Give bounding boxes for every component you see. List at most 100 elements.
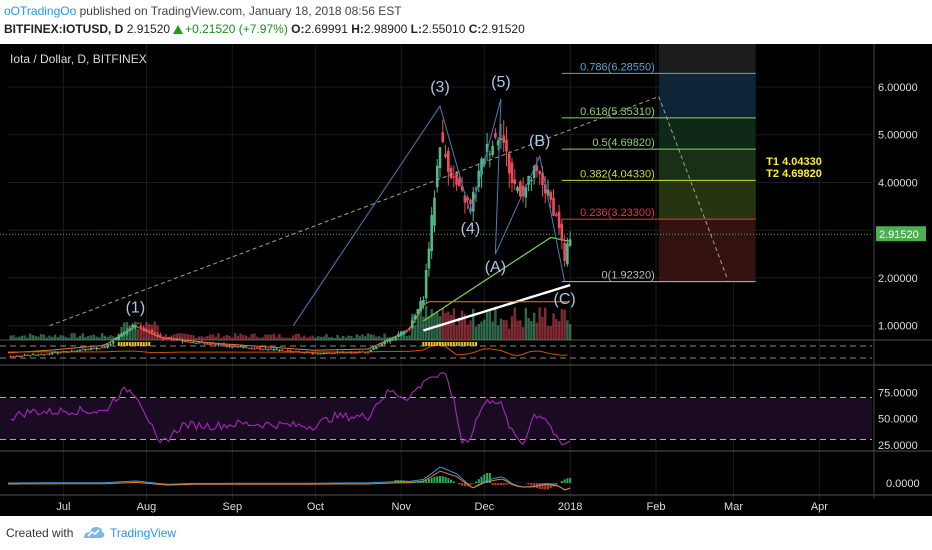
symbol-label[interactable]: BITFINEX:IOTUSD, D bbox=[4, 22, 124, 36]
volume-bar bbox=[81, 333, 84, 340]
volume-bar bbox=[447, 311, 450, 340]
close-value: 2.91520 bbox=[481, 22, 525, 36]
candle-body bbox=[26, 354, 29, 356]
candle-body bbox=[23, 354, 26, 356]
volume-bar bbox=[40, 334, 43, 340]
macd-histogram-bar bbox=[469, 483, 472, 486]
candle-body bbox=[530, 179, 533, 182]
macd-signal-line bbox=[7, 470, 571, 491]
volume-bar bbox=[136, 329, 140, 340]
volume-bar bbox=[84, 337, 87, 340]
fib-level-label: 0.786(6.28550) bbox=[580, 61, 655, 73]
volume-bar bbox=[380, 337, 384, 340]
strip-indicator-mark bbox=[148, 342, 151, 346]
volume-bar bbox=[508, 328, 511, 340]
strip-indicator-mark bbox=[447, 342, 450, 346]
candle-body bbox=[153, 332, 157, 334]
candle-body bbox=[352, 352, 356, 354]
strip-indicator-mark bbox=[120, 342, 123, 346]
fib-zone bbox=[658, 180, 756, 220]
candle-body bbox=[319, 353, 323, 355]
candle-body bbox=[228, 345, 231, 347]
volume-bar bbox=[358, 335, 361, 340]
volume-bar bbox=[261, 337, 264, 340]
volume-bar bbox=[214, 336, 217, 340]
price-tick-label: 1.00000 bbox=[878, 321, 918, 333]
candle-body bbox=[120, 333, 123, 337]
candle-body bbox=[70, 350, 73, 352]
strip-indicator-mark bbox=[117, 342, 120, 346]
candle-body bbox=[267, 349, 270, 351]
price-change: +0.21520 (+7.97%) bbox=[185, 22, 288, 36]
candle-body bbox=[549, 192, 553, 200]
time-tick-label: Apr bbox=[811, 501, 828, 513]
annotations[interactable]: (1) (3) (4) (5) (A) (B) (C) bbox=[49, 74, 729, 327]
candle-body bbox=[183, 340, 187, 342]
author-link[interactable]: oOTradingOo bbox=[4, 4, 77, 18]
low-value: 2.55010 bbox=[421, 22, 466, 36]
rsi-tick-label: 50.0000 bbox=[878, 414, 918, 426]
fibonacci-retracement[interactable]: 0.786(6.28550) 0.618(5.35310) 0.5(4.69820)… bbox=[561, 44, 822, 283]
macd-histogram-bar bbox=[491, 483, 494, 485]
wave-label: (5) bbox=[491, 74, 511, 91]
volume-bar bbox=[76, 337, 79, 340]
volume-bar bbox=[89, 335, 93, 340]
created-with-label: Created with bbox=[6, 526, 74, 540]
strip-indicator-mark bbox=[139, 342, 142, 346]
macd-histogram-bar bbox=[427, 478, 430, 483]
candle-body bbox=[258, 347, 262, 350]
macd-histogram-bar bbox=[477, 479, 480, 483]
volume-bar bbox=[513, 307, 516, 340]
macd-histogram-bar bbox=[422, 480, 425, 483]
macd-histogram-bar bbox=[533, 483, 536, 487]
tradingview-logo-icon[interactable] bbox=[82, 524, 106, 540]
volume-bar bbox=[228, 335, 231, 340]
candle-body bbox=[189, 342, 193, 344]
candle-body bbox=[494, 132, 497, 138]
volume-bar bbox=[560, 308, 564, 340]
macd-histogram-bar bbox=[508, 483, 511, 485]
candle-body bbox=[48, 353, 51, 355]
macd-histogram-bar bbox=[560, 481, 563, 483]
chart-area[interactable]: 0.786(6.28550) 0.618(5.35310) 0.5(4.69820)… bbox=[0, 44, 932, 516]
strip-indicator-mark bbox=[452, 342, 455, 346]
volume-bar bbox=[361, 334, 364, 340]
fib-level-label: 0.5(4.69820) bbox=[592, 137, 654, 149]
volume-bar bbox=[527, 318, 530, 340]
volume-bar bbox=[505, 320, 508, 340]
volume-bar bbox=[400, 334, 403, 340]
time-tick-label: Jul bbox=[56, 501, 70, 513]
candle-body bbox=[380, 343, 384, 346]
candle-body bbox=[9, 356, 13, 358]
candle-body bbox=[397, 334, 400, 337]
volume-bar bbox=[87, 335, 90, 340]
volume-bar bbox=[189, 334, 192, 340]
volume-bar bbox=[159, 336, 162, 340]
candle-body bbox=[136, 322, 140, 324]
macd-histogram-bar bbox=[480, 476, 483, 483]
tradingview-brand-link[interactable]: TradingView bbox=[110, 526, 177, 540]
volume-bar bbox=[200, 336, 204, 340]
macd-histogram-bar bbox=[502, 483, 505, 486]
candle-body bbox=[39, 354, 43, 356]
volume-bar bbox=[466, 324, 469, 340]
volume-bar bbox=[314, 337, 317, 340]
volume-bar bbox=[103, 335, 107, 340]
candle-body bbox=[261, 348, 265, 350]
volume-bar bbox=[250, 334, 253, 340]
volume-bar bbox=[95, 336, 98, 340]
candle-body bbox=[394, 337, 397, 340]
volume-bar bbox=[37, 336, 40, 340]
candle-body bbox=[161, 337, 165, 339]
macd-histogram-bar bbox=[488, 473, 491, 483]
candle-body bbox=[178, 338, 181, 340]
volume-bar bbox=[267, 334, 270, 340]
candle-body bbox=[98, 348, 101, 350]
volume-bar bbox=[416, 310, 420, 340]
candle-body bbox=[134, 324, 137, 327]
candle-body bbox=[325, 352, 328, 354]
volume-bar bbox=[48, 335, 51, 340]
macd-histogram-bar bbox=[569, 478, 572, 483]
volume-bar bbox=[452, 308, 456, 340]
wave-label: (1) bbox=[126, 300, 146, 317]
